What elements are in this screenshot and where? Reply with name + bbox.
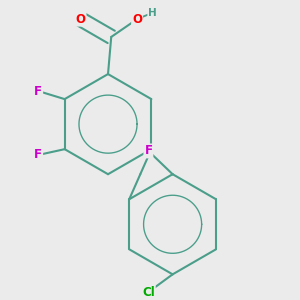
Text: F: F: [34, 85, 42, 98]
Text: O: O: [132, 13, 142, 26]
Text: Cl: Cl: [142, 286, 155, 298]
Text: F: F: [144, 144, 152, 158]
Text: F: F: [34, 148, 42, 161]
Text: H: H: [148, 8, 157, 18]
Text: O: O: [76, 13, 85, 26]
